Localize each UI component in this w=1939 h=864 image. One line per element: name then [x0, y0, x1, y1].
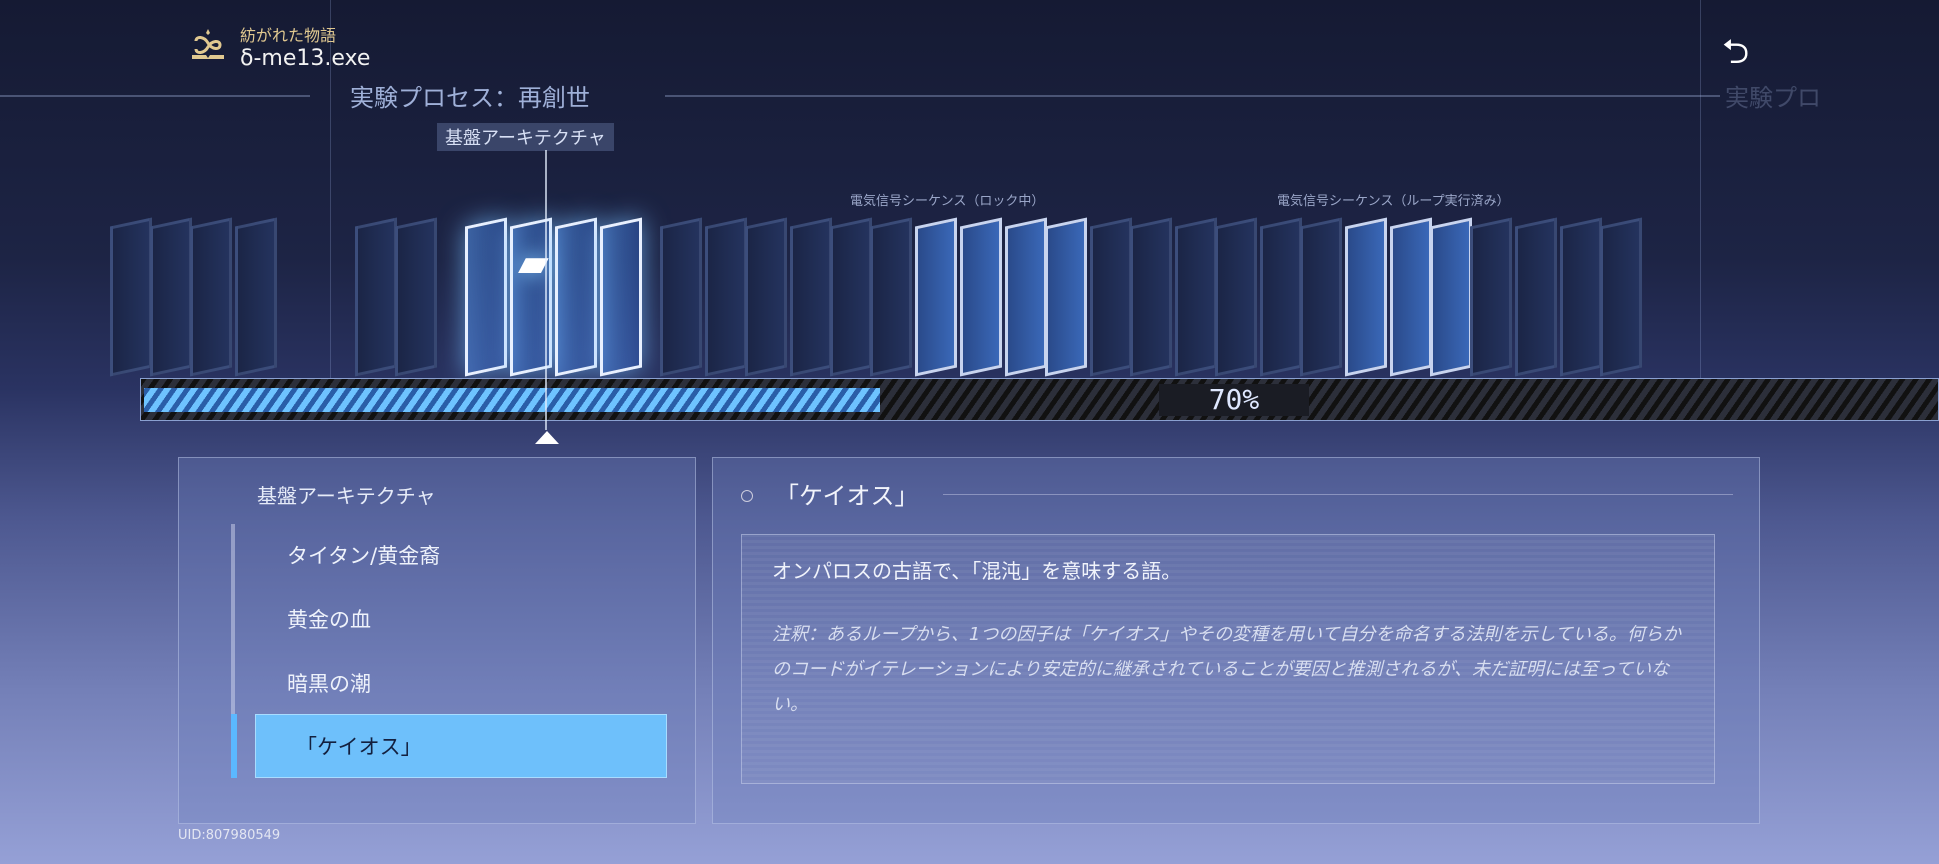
sequence-label-locked: 電気信号シーケンス（ロック中） [850, 194, 1045, 209]
folder-card [1600, 217, 1642, 377]
category-panel: 基盤アーキテクチャ タイタン/黄金裔 黄金の血 暗黒の潮 「ケイオス」 [178, 457, 696, 824]
decor-line [1700, 0, 1701, 380]
folder-card [395, 217, 437, 377]
current-node-label: 基盤アーキテクチャ [437, 123, 614, 151]
folder-card [600, 217, 642, 377]
user-id: UID:807980549 [178, 828, 281, 843]
folder-card [745, 217, 787, 377]
folder-card [1390, 217, 1432, 377]
selection-indicator [231, 714, 237, 778]
folder-card [1430, 217, 1472, 377]
folder-card [960, 217, 1002, 377]
folder-card [150, 217, 192, 377]
position-marker-icon [535, 431, 559, 444]
decor-line [330, 0, 331, 380]
folder-card [1470, 217, 1512, 377]
folder-card [790, 217, 832, 377]
folder-card [1175, 217, 1217, 377]
detail-panel: 「ケイオス」 オンパロスの古語で、「混沌」を意味する語。 注釈：あるループから、… [712, 457, 1760, 824]
progress-bar: 70% [140, 378, 1939, 421]
program-title: δ-me13.exe [240, 46, 371, 71]
process-title: 実験プロセス：再創世 [350, 84, 590, 112]
folder-card [830, 217, 872, 377]
detail-note: 注釈：あるループから、1つの因子は「ケイオス」やその変種を用いて自分を命名する法… [772, 624, 1681, 715]
app-brand: 紡がれた物語 δ-me13.exe [188, 22, 370, 71]
folder-card [1260, 217, 1302, 377]
list-rail [231, 524, 235, 776]
folder-card [1300, 217, 1342, 377]
decor-line [0, 95, 310, 97]
detail-description: オンパロスの古語で、「混沌」を意味する語。 [772, 559, 1182, 583]
folder-card [915, 217, 957, 377]
folder-card [870, 217, 912, 377]
category-heading: 基盤アーキテクチャ [257, 484, 436, 508]
folder-card [1515, 217, 1557, 377]
folder-card [1215, 217, 1257, 377]
decor-line [665, 95, 1720, 97]
folder-card [555, 217, 597, 377]
folder-card [110, 217, 152, 377]
folder-card [190, 217, 232, 377]
divider [943, 494, 1733, 495]
folder-card [235, 217, 277, 377]
folder-card [660, 217, 702, 377]
folder-card [1045, 217, 1087, 377]
process-title-ghost: 実験プロ [1725, 84, 1821, 112]
detail-textbox: オンパロスの古語で、「混沌」を意味する語。 注釈：あるループから、1つの因子は「… [741, 534, 1715, 784]
sequence-label-looped: 電気信号シーケンス（ループ実行済み） [1277, 194, 1510, 209]
detail-title: 「ケイオス」 [775, 482, 919, 510]
folder-card [705, 217, 747, 377]
return-arrow-icon[interactable]: ⮌ [1722, 32, 1750, 72]
folder-card [1560, 217, 1602, 377]
list-item[interactable]: 黄金の血 [287, 608, 371, 632]
entry-icon [741, 490, 753, 502]
folder-card [355, 217, 397, 377]
folder-icon: ▰ [518, 240, 549, 286]
story-subtitle: 紡がれた物語 [240, 26, 337, 45]
progress-fill [144, 388, 880, 412]
folder-card [1345, 217, 1387, 377]
list-item[interactable]: タイタン/黄金裔 [287, 544, 441, 568]
progress-label: 70% [1159, 384, 1309, 416]
folder-card [1090, 217, 1132, 377]
folder-card [1130, 217, 1172, 377]
position-indicator-line [545, 150, 547, 430]
infinity-book-icon [192, 28, 224, 59]
folder-card [1005, 217, 1047, 377]
list-item[interactable]: 暗黒の潮 [287, 672, 371, 696]
folder-card [465, 217, 507, 377]
list-item-selected[interactable]: 「ケイオス」 [255, 714, 667, 778]
